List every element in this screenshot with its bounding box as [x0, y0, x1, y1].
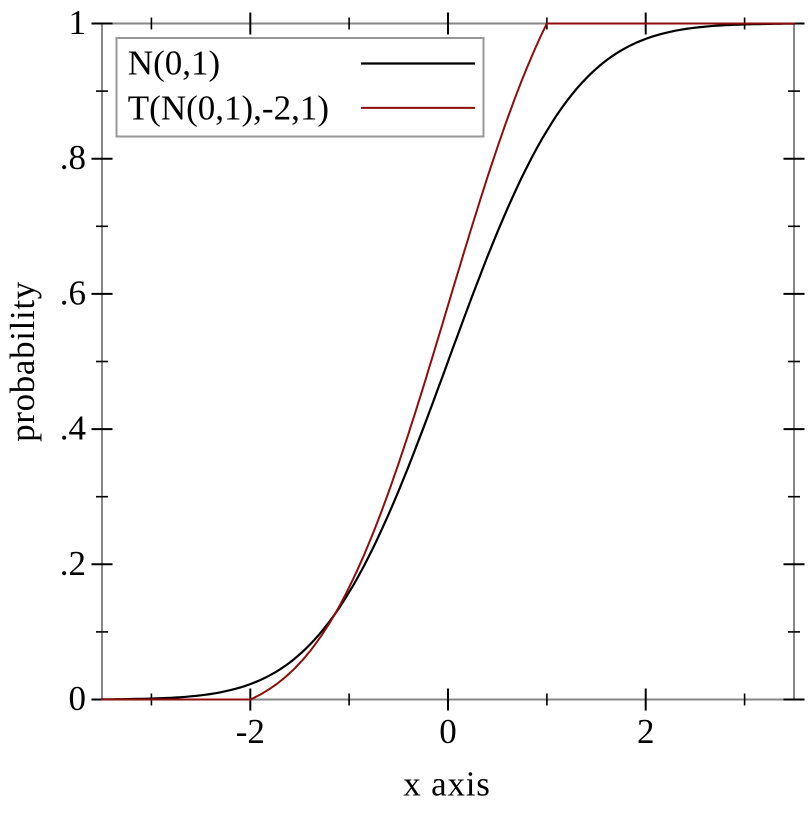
svg-text:1: 1: [69, 3, 87, 42]
svg-text:0: 0: [439, 712, 457, 751]
svg-text:.8: .8: [60, 138, 86, 177]
svg-text:T(N(0,1),-2,1): T(N(0,1),-2,1): [128, 88, 329, 127]
svg-text:probability: probability: [3, 281, 42, 442]
svg-text:x axis: x axis: [403, 765, 490, 804]
svg-text:.2: .2: [60, 544, 86, 583]
svg-text:2: 2: [637, 712, 655, 751]
svg-text:.6: .6: [60, 273, 86, 312]
svg-text:.4: .4: [60, 409, 86, 448]
svg-text:N(0,1): N(0,1): [128, 44, 220, 83]
svg-text:0: 0: [69, 679, 87, 718]
svg-text:-2: -2: [236, 712, 265, 751]
